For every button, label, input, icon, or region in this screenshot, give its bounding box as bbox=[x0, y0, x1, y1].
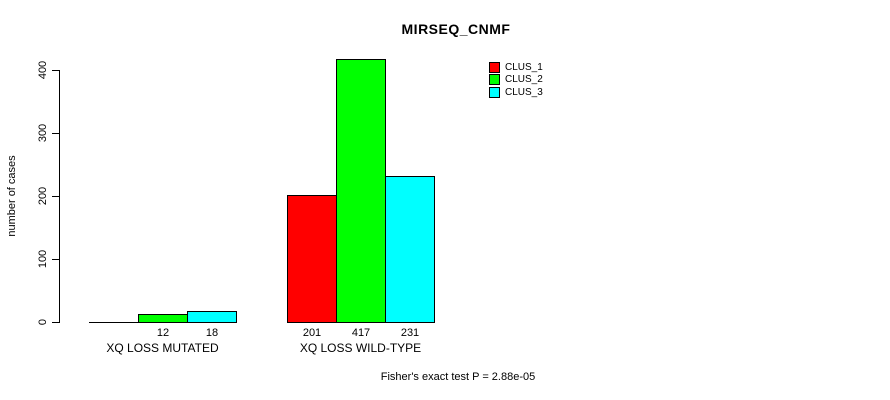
bar-clus_1 bbox=[89, 322, 139, 323]
y-axis-line bbox=[59, 70, 60, 323]
legend-label: CLUS_1 bbox=[505, 61, 543, 73]
legend-swatch bbox=[489, 61, 500, 73]
y-tick-label: 100 bbox=[37, 249, 49, 269]
y-axis-tick bbox=[52, 259, 59, 260]
bar-value-label: 201 bbox=[302, 327, 322, 339]
y-tick-label: 0 bbox=[37, 318, 49, 326]
chart-title: MIRSEQ_CNMF bbox=[401, 21, 511, 37]
bar-clus_2 bbox=[138, 314, 188, 323]
legend-swatch bbox=[489, 74, 500, 86]
category-label: XQ LOSS MUTATED bbox=[106, 341, 219, 355]
bar-clus_3 bbox=[187, 311, 237, 323]
legend: CLUS_1 CLUS_2 CLUS_3 bbox=[489, 61, 543, 99]
footer-annotation: Fisher's exact test P = 2.88e-05 bbox=[380, 371, 536, 383]
y-tick-label: 300 bbox=[37, 123, 49, 143]
bar-clus_2 bbox=[336, 59, 386, 323]
legend-row: CLUS_1 bbox=[489, 61, 543, 74]
legend-row: CLUS_3 bbox=[489, 86, 543, 99]
y-axis-tick bbox=[52, 133, 59, 134]
y-tick-label: 200 bbox=[37, 186, 49, 206]
y-tick-label: 400 bbox=[37, 60, 49, 80]
bar-value-label: 12 bbox=[156, 327, 170, 339]
bar-value-label: 18 bbox=[205, 327, 219, 339]
y-axis-tick bbox=[52, 70, 59, 71]
bar-clus_1 bbox=[287, 195, 337, 323]
legend-row: CLUS_2 bbox=[489, 74, 543, 87]
legend-label: CLUS_2 bbox=[505, 74, 543, 86]
category-label: XQ LOSS WILD-TYPE bbox=[299, 341, 422, 355]
bar-clus_3 bbox=[385, 176, 435, 323]
legend-swatch bbox=[489, 86, 500, 98]
y-axis-label: number of cases bbox=[6, 155, 18, 237]
bar-value-label: 231 bbox=[400, 327, 420, 339]
bar-value-label: 417 bbox=[351, 327, 371, 339]
y-axis-tick bbox=[52, 322, 59, 323]
y-axis-tick bbox=[52, 196, 59, 197]
legend-label: CLUS_3 bbox=[505, 86, 543, 98]
